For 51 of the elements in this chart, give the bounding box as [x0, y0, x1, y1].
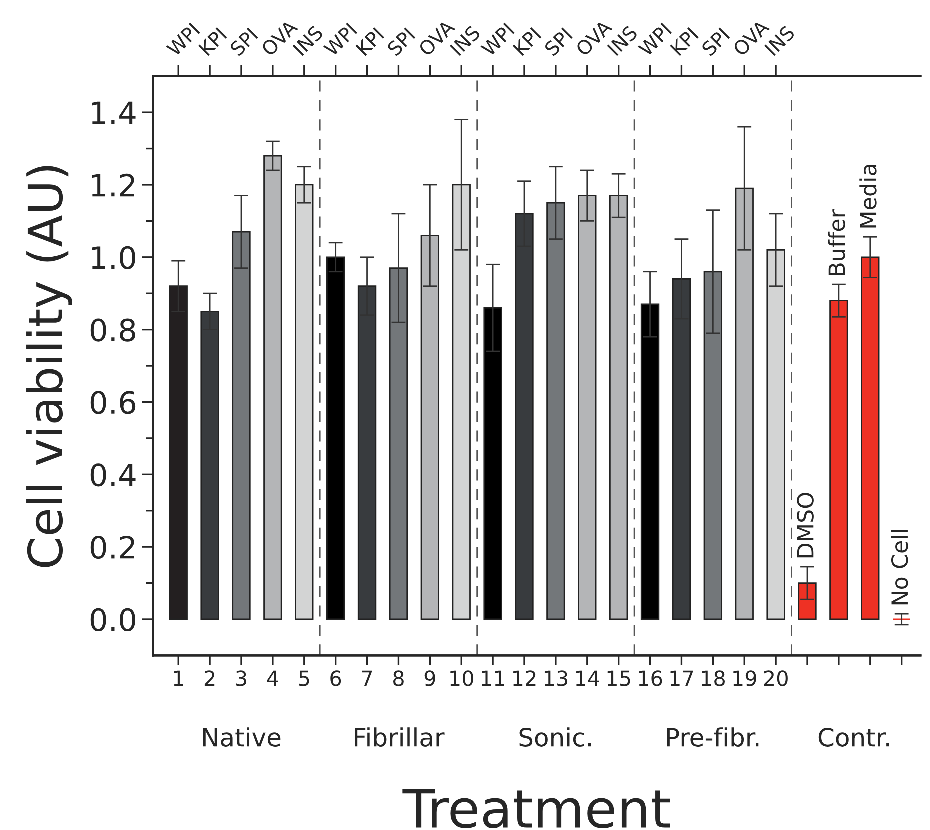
x-tick-label: 4: [267, 670, 278, 686]
x-tick-label: 13: [544, 670, 568, 686]
x-axis-title: Treatment: [402, 789, 670, 829]
x-tick-label: 16: [639, 670, 662, 686]
annotation: WPI: [166, 22, 200, 58]
y-tick-label: 0.2: [90, 536, 134, 560]
annotation: SPI: [544, 28, 573, 57]
text: Contr.: [818, 728, 890, 747]
text: Pre-fibr.: [667, 728, 759, 747]
x-tick-label: 15: [608, 670, 630, 686]
annotation: KPI: [356, 27, 384, 56]
text: Fibrillar: [355, 728, 445, 747]
annotation: SPI: [229, 28, 259, 57]
x-tick-label: Media: [860, 165, 877, 228]
annotation: KPI: [512, 27, 542, 56]
annotation: SPI: [386, 28, 416, 57]
y-tick-label: 0.0: [90, 608, 136, 632]
x-tick-label: 1: [174, 670, 184, 686]
x-tick-label: Buffer: [828, 210, 846, 276]
x-tick-label: 11: [482, 670, 504, 686]
text: Native: [203, 728, 281, 747]
annotation: WPI: [323, 22, 358, 58]
x-tick-label: 2: [204, 670, 215, 686]
x-tick-label: 9: [424, 670, 436, 686]
y-tick-label: 0.6: [90, 391, 136, 414]
annotation: WPI: [480, 22, 515, 58]
x-tick-label: 19: [734, 670, 756, 686]
y-tick-label: 1.0: [92, 246, 136, 270]
x-tick-label: 18: [702, 670, 725, 686]
y-tick-label: 1.2: [92, 174, 134, 197]
y-tick-label: 0.4: [90, 464, 136, 487]
x-tick-label: No Cell: [891, 530, 908, 605]
annotation: KPI: [198, 27, 228, 56]
x-tick-label: 10: [450, 670, 474, 686]
x-tick-label: 8: [394, 670, 404, 686]
x-tick-label: 17: [670, 670, 694, 686]
x-tick-label: 5: [299, 670, 310, 686]
annotation: KPI: [670, 27, 699, 56]
y-tick-label: 0.8: [90, 318, 136, 342]
x-tick-label: 14: [576, 670, 600, 686]
annotation: WPI: [638, 22, 672, 58]
x-tick-label: 6: [330, 670, 342, 686]
x-tick-label: 20: [764, 670, 788, 686]
y-tick-label: 1.4: [92, 102, 136, 124]
y-axis-title: Cell viability (AU): [26, 166, 72, 568]
x-tick-label: 3: [236, 670, 246, 686]
text: Sonic.: [520, 728, 592, 747]
annotation: SPI: [701, 28, 730, 57]
x-tick-label: 7: [362, 670, 372, 686]
x-tick-label: DMSO: [797, 493, 814, 558]
x-tick-label: 12: [514, 670, 536, 686]
